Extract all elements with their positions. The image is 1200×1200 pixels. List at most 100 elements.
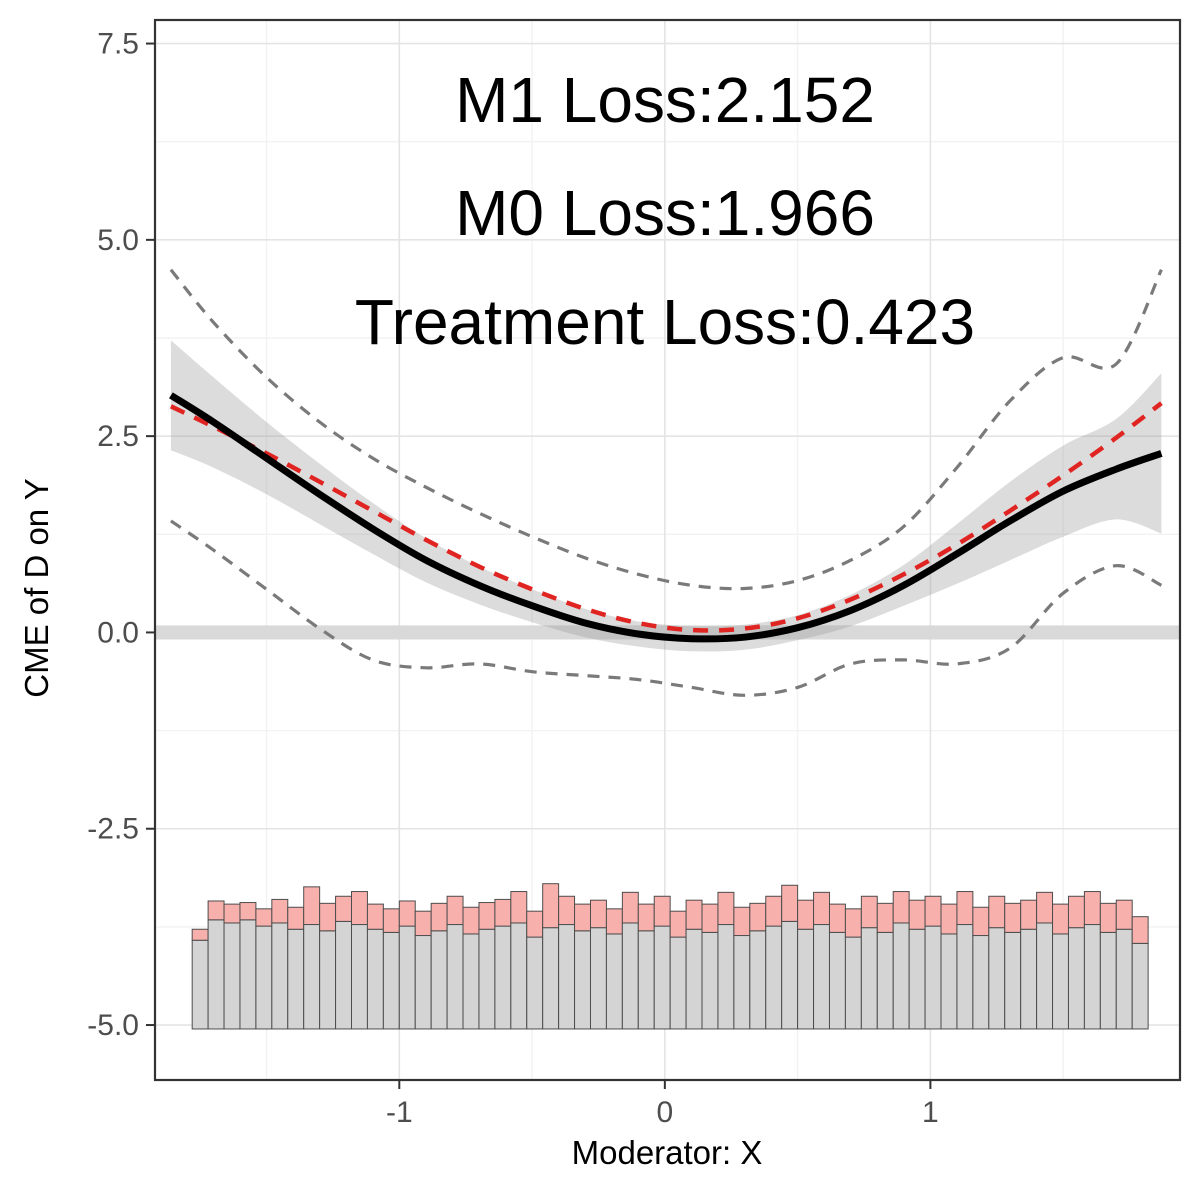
hist-bar-pink (972, 906, 990, 937)
hist-bar-pink (669, 910, 687, 938)
hist-bar-pink (637, 903, 655, 932)
hist-bar-pink (510, 891, 528, 924)
hist-bar-pink (351, 891, 368, 926)
hist-bar-gray (430, 930, 448, 1030)
hist-bar-gray (271, 922, 289, 1030)
hist-bar-pink (319, 902, 337, 932)
hist-bar-pink (446, 895, 464, 926)
hist-bar-pink (733, 906, 751, 937)
curves (169, 268, 1163, 697)
hist-bar-gray (255, 925, 273, 1030)
hist-bar-pink (605, 908, 623, 935)
cme-confidence-band (170, 340, 1162, 652)
hist-bar-gray (621, 922, 639, 1030)
hist-bar-gray (765, 925, 783, 1030)
hist-bar-pink (1083, 891, 1101, 926)
hist-bar-gray (510, 922, 528, 1030)
hist-bar-pink (271, 898, 289, 924)
annotation-treatment-loss: Treatment Loss:0.423 (354, 286, 976, 358)
hist-bar-pink (462, 906, 480, 935)
confidence-ribbon (170, 340, 1162, 652)
x-tick-label: 0 (657, 1096, 674, 1129)
hist-bar-gray (860, 927, 878, 1030)
hist-bar-pink (844, 908, 862, 938)
hist-bar-pink (956, 891, 974, 926)
hist-bar-gray (797, 928, 815, 1030)
hist-bar-pink (398, 900, 416, 927)
hist-bar-pink (1004, 902, 1022, 933)
zero-reference-band (155, 625, 1180, 640)
y-tick-label: -5.0 (87, 1009, 139, 1042)
hist-bar-gray (462, 933, 480, 1030)
hist-bar-pink (1115, 899, 1133, 930)
hist-bar-gray (749, 930, 767, 1030)
hist-bar-gray (446, 924, 464, 1030)
hist-bar-gray (1036, 922, 1054, 1030)
hist-bar-gray (1115, 928, 1133, 1030)
hist-bar-gray (574, 930, 591, 1030)
hist-bar-pink (1099, 902, 1117, 933)
hist-bar-pink (414, 910, 432, 937)
hist-bar-gray (828, 931, 846, 1030)
true-effect-dashed-line (169, 401, 1163, 633)
hist-bar-gray (701, 931, 719, 1030)
y-tick-label: -2.5 (87, 813, 139, 846)
y-tick-label: 0.0 (97, 616, 139, 649)
hist-bar-gray (1020, 928, 1038, 1030)
hist-bar-gray (239, 919, 257, 1030)
hist-bar-gray (191, 939, 209, 1030)
hist-bar-pink (335, 895, 353, 922)
hist-bar-pink (1067, 895, 1085, 929)
hist-bar-gray (876, 931, 894, 1030)
hist-bar-gray (1131, 942, 1149, 1030)
hist-bar-pink (908, 899, 926, 930)
hist-bar-pink (366, 903, 384, 930)
x-axis-title: Moderator: X (571, 1134, 763, 1171)
hist-bar-gray (653, 925, 671, 1030)
hist-bar-gray (844, 936, 862, 1030)
ci-upper-dashed-line (169, 268, 1163, 591)
hist-bar-gray (956, 924, 974, 1030)
hist-bar-gray (382, 931, 400, 1030)
hist-bar-pink (191, 928, 209, 941)
hist-bar-gray (892, 922, 910, 1030)
hist-bar-pink (765, 895, 783, 927)
x-tick-label: -1 (386, 1096, 413, 1129)
hist-bar-gray (287, 928, 305, 1030)
hist-bar-pink (223, 903, 241, 924)
hist-bar-pink (589, 899, 607, 929)
hist-bar-pink (287, 906, 305, 930)
hist-bar-pink (303, 886, 321, 926)
hist-bar-gray (1052, 933, 1069, 1030)
hist-bar-pink (1020, 899, 1038, 930)
hist-bar-pink (924, 895, 942, 927)
hist-bar-gray (781, 920, 799, 1030)
hist-bar-pink (717, 891, 735, 926)
hist-bar-gray (685, 928, 703, 1030)
hist-bar-pink (653, 895, 671, 927)
hist-bar-gray (1067, 927, 1085, 1030)
hist-bar-gray (1083, 924, 1101, 1030)
hist-bar-pink (701, 903, 719, 933)
hist-bar-gray (207, 919, 225, 1030)
hist-bar-gray (1099, 931, 1117, 1030)
hist-bar-pink (1131, 916, 1149, 944)
y-tick-label: 5.0 (97, 224, 139, 257)
hist-bar-gray (924, 925, 942, 1030)
hist-bar-gray (605, 933, 623, 1030)
hist-bar-gray (398, 925, 416, 1030)
axes: 7.5 5.0 2.5 0.0 -2.5 -5.0 -1 0 1 (87, 28, 938, 1129)
panel-border (153, 18, 1182, 1082)
hist-bar-gray (303, 924, 321, 1030)
hist-bar-gray (542, 927, 560, 1030)
hist-bar-gray (669, 936, 687, 1030)
hist-bar-pink (1036, 891, 1054, 924)
hist-bar-gray (988, 927, 1006, 1030)
hist-bar-gray (813, 924, 830, 1030)
hist-bar-gray (733, 935, 751, 1030)
hist-bar-pink (574, 903, 591, 932)
hist-bar-pink (558, 895, 576, 926)
hist-bar-gray (908, 928, 926, 1030)
